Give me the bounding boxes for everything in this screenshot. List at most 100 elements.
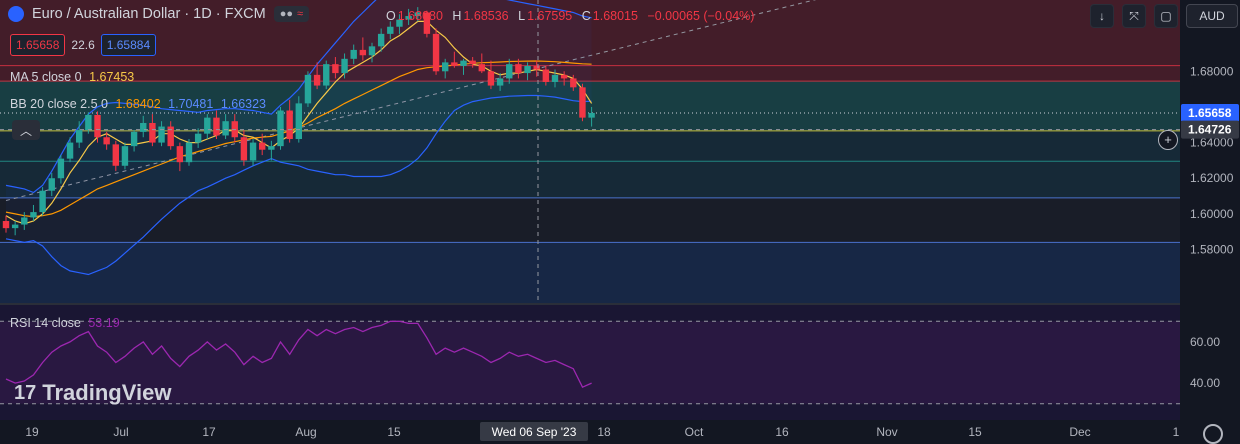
trade-panel: 1.65658 22.6 1.65884: [10, 34, 157, 56]
candle-body: [423, 12, 431, 34]
candle-body: [579, 87, 586, 118]
rsi-pane: [0, 303, 1240, 420]
plus-icon: +: [1164, 132, 1172, 147]
candle: [377, 28, 385, 52]
rsi-tick-label: 40.00: [1190, 376, 1220, 390]
candle-body: [213, 117, 220, 136]
price-axis: 1.58000 1.60000 1.62000 1.64000 1.68000 40.00…: [1180, 0, 1240, 442]
ohlc-change: −0.00065 (−0.04%): [647, 9, 755, 23]
candle: [30, 204, 37, 222]
candle-body: [451, 62, 458, 66]
candle: [542, 65, 550, 86]
bb-basis-value: 1.68402: [115, 97, 161, 111]
candle: [304, 71, 312, 107]
maximize-icon: ▢: [1160, 9, 1172, 23]
ma-value: 1.67453: [89, 70, 135, 84]
candle-body: [469, 60, 476, 65]
candle-body: [533, 65, 540, 70]
candle: [21, 212, 28, 230]
candle-body: [94, 114, 101, 138]
candle: [176, 142, 184, 172]
candle-body: [496, 78, 504, 86]
candle-body: [359, 49, 367, 56]
bb-lower-line: [5, 94, 592, 276]
candle: [515, 58, 522, 79]
rsi-tick-label: 60.00: [1190, 335, 1220, 349]
candle-body: [368, 46, 376, 56]
price-tick-label: 1.60000: [1190, 207, 1234, 221]
candle: [524, 62, 531, 81]
candle-body: [405, 16, 412, 20]
arrow-down-icon: ↓: [1099, 9, 1105, 23]
market-status-pill[interactable]: ●● ≈: [273, 6, 310, 22]
bb-upper-line: [5, 0, 592, 194]
candle: [487, 60, 495, 90]
candle-body: [66, 142, 74, 159]
sell-button[interactable]: 1.65658: [10, 34, 66, 56]
trendline: [5, 0, 817, 201]
maximize-pane-button[interactable]: ▢: [1154, 4, 1178, 28]
candle-body: [112, 144, 119, 166]
currency-label: AUD: [1199, 9, 1225, 23]
candle: [94, 111, 101, 143]
candle-body: [588, 113, 595, 118]
add-alert-button[interactable]: +: [1158, 130, 1178, 150]
candle-body: [332, 64, 339, 74]
price-tick-label: 1.68000: [1190, 64, 1234, 78]
candle: [551, 69, 559, 88]
candle: [240, 130, 248, 166]
ohlc-low: 1.67595: [527, 9, 573, 23]
bb-legend[interactable]: BB 20 close 2.5 0 1.68402 1.70481 1.6632…: [10, 97, 266, 111]
candle-body: [442, 62, 449, 72]
candle-body: [387, 26, 394, 34]
time-tick-label: Oct: [685, 425, 704, 439]
candle: [140, 115, 147, 138]
candle-body: [515, 64, 522, 74]
bb-lower-value: 1.66323: [220, 97, 266, 111]
candle-body: [377, 33, 385, 47]
candle: [423, 10, 431, 38]
candle-body: [478, 64, 485, 72]
candle-body: [350, 49, 357, 59]
ohlc-readout: O 1.68080 H 1.68536 L 1.67595 C 1.68015 −0.0…: [386, 9, 760, 23]
zone-bands: [0, 0, 1180, 303]
currency-selector[interactable]: AUD: [1186, 4, 1238, 28]
buy-button[interactable]: 1.65884: [100, 34, 157, 56]
candle-body: [176, 146, 184, 163]
time-tick-label: Dec: [1069, 425, 1090, 439]
candle-body: [194, 133, 202, 143]
rsi-band: [0, 321, 1180, 404]
symbol-header[interactable]: Euro / Australian Dollar · 1D · FXCM ●● …: [8, 6, 310, 22]
last-price-label: 1.65658: [1188, 106, 1232, 120]
collapse-legend-button[interactable]: ︿: [12, 120, 40, 140]
candle-body: [323, 64, 330, 86]
candle-body: [185, 142, 193, 163]
candle-body: [487, 71, 495, 86]
time-axis: 19 Jul 17 Aug 15 Wed 06 Sep '23 18 Oct 16 Nov 15 De…: [0, 421, 1240, 442]
candle-body: [460, 60, 467, 66]
candle: [359, 37, 367, 61]
rsi-line: [5, 320, 592, 389]
chart-settings-button[interactable]: [1203, 424, 1223, 444]
candle: [103, 131, 110, 150]
candle-body: [524, 65, 531, 74]
rsi-legend[interactable]: RSI 14 close 53.19: [10, 316, 120, 330]
ma-legend[interactable]: MA 5 close 0 1.67453: [10, 70, 134, 84]
symbol-title[interactable]: Euro / Australian Dollar · 1D · FXCM: [32, 6, 266, 22]
candle: [158, 121, 165, 147]
candle-body: [121, 146, 129, 166]
bb-upper-value: 1.70481: [168, 97, 214, 111]
candle-body: [506, 64, 513, 79]
candle: [469, 57, 476, 68]
candle-body: [204, 117, 211, 134]
candle-body: [222, 121, 229, 136]
candle: [76, 121, 83, 148]
collapse-pane-button[interactable]: ⤧: [1122, 4, 1146, 28]
ohlc-high-key: H: [452, 9, 462, 23]
candle: [286, 99, 293, 143]
time-axis-background: [0, 421, 1240, 442]
pane-buttons: ↓ ⤧ ▢: [1090, 4, 1178, 28]
arrow-down-button[interactable]: ↓: [1090, 4, 1114, 28]
candle-body: [140, 122, 147, 132]
